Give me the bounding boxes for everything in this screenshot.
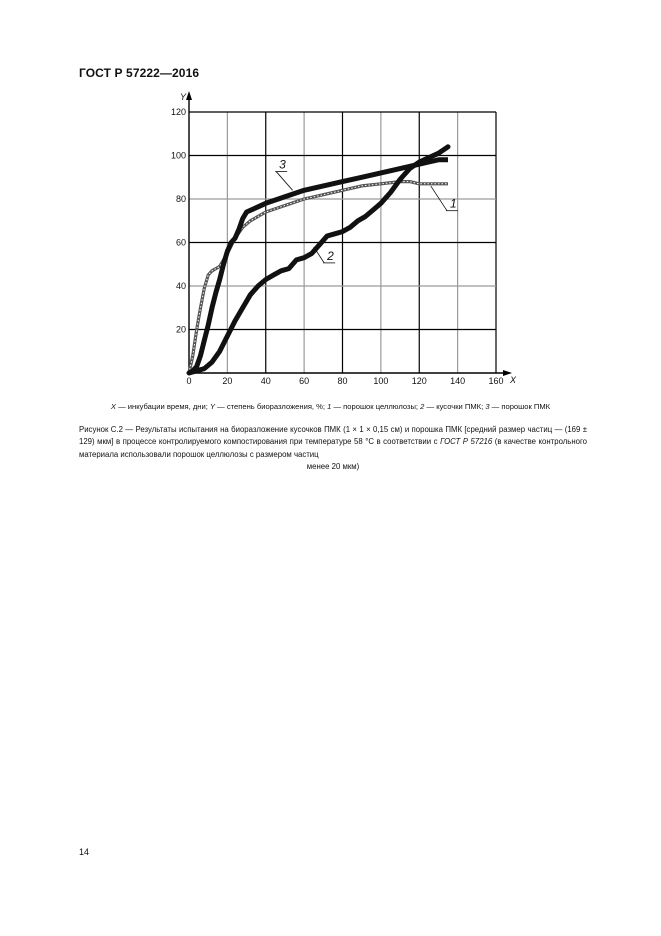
x-tick-label: 0 bbox=[186, 376, 191, 386]
series-3-pla-powder-line bbox=[187, 157, 448, 376]
legend-series3-desc: — порошок ПМК bbox=[489, 402, 551, 411]
y-tick-label: 100 bbox=[171, 151, 186, 161]
caption-reference-link: ГОСТ Р 57216 bbox=[440, 437, 493, 447]
x-tick-label: 120 bbox=[412, 376, 427, 386]
figure-legend: X — инкубации время, дни; Y — степень би… bbox=[0, 402, 661, 411]
y-axis-label: Y bbox=[180, 92, 187, 102]
chart-grid bbox=[189, 111, 497, 373]
legend-series3-symbol: 3 bbox=[485, 402, 490, 411]
annotation-leader-line bbox=[430, 185, 448, 211]
series-2-pla-pieces-line bbox=[186, 144, 451, 376]
legend-series2-desc: — кусочки ПМК; bbox=[424, 402, 486, 411]
chart-svg: 0 20 40 60 80 100 120 140 160 20 40 60 80 100 120 X Y 1 2… bbox=[171, 91, 517, 386]
legend-series1-desc: — порошок целлюлозы; bbox=[331, 402, 421, 411]
x-tick-label: 160 bbox=[488, 376, 503, 386]
chart-annotations: 1 2 3 bbox=[275, 158, 458, 264]
legend-y-desc: — степень биоразложения, %; bbox=[215, 402, 328, 411]
series-1-cellulose-line bbox=[187, 180, 448, 374]
y-axis-arrow-icon bbox=[186, 91, 192, 100]
caption-last-line: менее 20 мкм) bbox=[306, 461, 360, 471]
page-number: 14 bbox=[79, 847, 90, 857]
y-tick-label: 40 bbox=[176, 281, 186, 291]
legend-x-symbol: X bbox=[110, 402, 116, 411]
x-axis-label: X bbox=[509, 375, 517, 385]
figure-caption: Рисунок С.2 — Результаты испытания на би… bbox=[79, 424, 587, 473]
legend-series1-symbol: 1 bbox=[327, 402, 332, 411]
legend-x-desc: — инкубации время, дни; bbox=[115, 402, 210, 411]
x-tick-label: 20 bbox=[222, 376, 232, 386]
x-tick-label: 60 bbox=[299, 376, 309, 386]
annotation-label-series-2: 2 bbox=[326, 249, 334, 263]
y-tick-label: 80 bbox=[176, 194, 186, 204]
annotation-leader-line bbox=[275, 171, 293, 191]
legend-series2-symbol: 2 bbox=[420, 402, 425, 411]
document-header: ГОСТ Р 57222—2016 bbox=[79, 66, 200, 80]
legend-y-symbol: Y bbox=[209, 402, 216, 411]
chart-series bbox=[186, 144, 451, 376]
x-axis-arrow-icon bbox=[503, 370, 512, 376]
x-tick-label: 140 bbox=[450, 376, 465, 386]
x-tick-label: 80 bbox=[337, 376, 347, 386]
annotation-label-series-1: 1 bbox=[450, 197, 457, 211]
annotation-label-series-3: 3 bbox=[279, 158, 286, 172]
chart-axes: 0 20 40 60 80 100 120 140 160 20 40 60 80 100 120 X Y bbox=[171, 91, 517, 386]
biodegradation-chart: 0 20 40 60 80 100 120 140 160 20 40 60 80 100 120 X Y 1 2… bbox=[0, 0, 661, 400]
y-tick-label: 60 bbox=[176, 238, 186, 248]
y-tick-label: 20 bbox=[176, 325, 186, 335]
x-tick-label: 40 bbox=[261, 376, 271, 386]
caption-text-part2: (в качестве контрольного материала испол… bbox=[79, 437, 587, 459]
x-tick-label: 100 bbox=[373, 376, 388, 386]
y-tick-label: 120 bbox=[171, 107, 186, 117]
caption-text-part1: Рисунок С.2 — Результаты испытания на би… bbox=[79, 425, 587, 447]
annotation-leader-line bbox=[313, 246, 325, 264]
